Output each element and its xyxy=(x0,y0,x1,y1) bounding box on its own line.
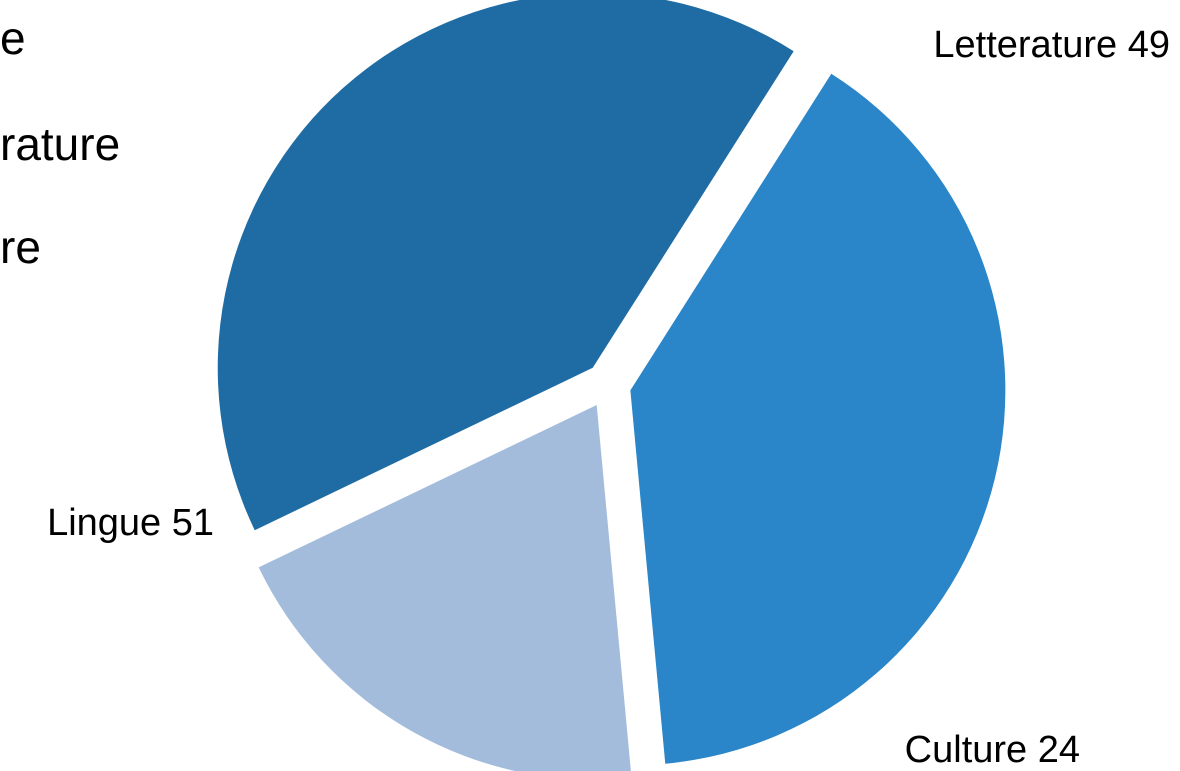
slice-label-letterature: Letterature 49 xyxy=(933,24,1170,66)
legend-entry-letterature-fragment: e xyxy=(0,12,26,64)
pie-data-labels: Letterature 49 Culture 24 Lingue 51 xyxy=(47,24,1170,771)
slice-label-lingue: Lingue 51 xyxy=(47,502,214,544)
legend-entry-lingue-fragment: re xyxy=(0,221,41,273)
slice-label-culture: Culture 24 xyxy=(905,729,1080,771)
legend-cropped: e rature re xyxy=(0,12,120,273)
pie-slice-lingue xyxy=(217,0,794,531)
pie-slice-culture xyxy=(258,405,631,771)
legend-entry-culture-fragment: rature xyxy=(0,118,120,170)
pie-slices xyxy=(217,0,1006,771)
pie-slice-letterature xyxy=(630,73,1006,764)
